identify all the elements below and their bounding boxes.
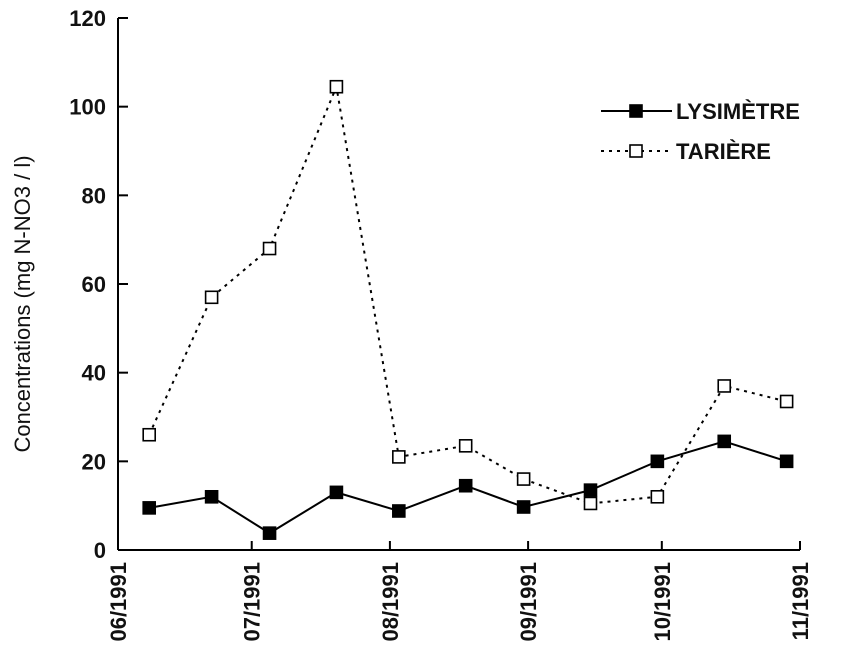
- data-point: [262, 241, 277, 256]
- data-point: [583, 496, 598, 511]
- x-tick-label: 08/1991: [378, 562, 403, 642]
- y-tick-label: 80: [82, 183, 106, 208]
- data-point: [779, 394, 794, 409]
- data-point: [392, 504, 406, 518]
- y-tick-label: 20: [82, 449, 106, 474]
- legend-label: TARIÈRE: [676, 139, 771, 164]
- x-tick-label: 11/1991: [788, 562, 813, 640]
- data-point: [650, 454, 665, 469]
- data-point: [329, 79, 344, 94]
- axes: 0 20 40 60 80 100 120 06/1991 07/1991 08/1991 09/1…: [69, 6, 813, 642]
- y-tick-label: 40: [82, 361, 106, 386]
- series-tariere: [142, 79, 794, 511]
- y-tick-label: 120: [69, 6, 106, 31]
- data-point: [142, 501, 157, 515]
- y-tick-label: 60: [82, 272, 106, 297]
- x-tick-label: 07/1991: [240, 562, 265, 642]
- x-tick-label: 06/1991: [106, 562, 131, 642]
- data-point: [458, 478, 473, 493]
- data-point: [650, 489, 665, 504]
- y-axis-title: Concentrations (mg N-NO3 / l): [10, 155, 35, 452]
- series-layer: [142, 79, 794, 540]
- y-tick-label: 100: [69, 95, 106, 120]
- data-point: [392, 450, 406, 464]
- data-point: [204, 489, 219, 504]
- data-point: [262, 526, 277, 540]
- series-line: [148, 83, 787, 505]
- data-point: [142, 427, 157, 442]
- data-point: [717, 434, 732, 449]
- series-lysimetre: [142, 434, 794, 540]
- data-point: [329, 485, 344, 500]
- x-tick-label: 09/1991: [516, 562, 541, 642]
- x-tick-label: 10/1991: [650, 562, 675, 642]
- data-point: [583, 483, 598, 497]
- legend: LYSIMÈTRE TARIÈRE: [591, 92, 841, 170]
- data-point: [717, 379, 732, 393]
- data-point: [516, 472, 531, 486]
- y-tick-label: 0: [94, 538, 106, 563]
- legend-marker: [629, 104, 643, 118]
- legend-label: LYSIMÈTRE: [676, 99, 800, 124]
- data-point: [779, 454, 794, 469]
- data-point: [204, 290, 219, 305]
- legend-marker: [629, 144, 643, 158]
- data-point: [458, 439, 473, 453]
- data-point: [516, 500, 531, 514]
